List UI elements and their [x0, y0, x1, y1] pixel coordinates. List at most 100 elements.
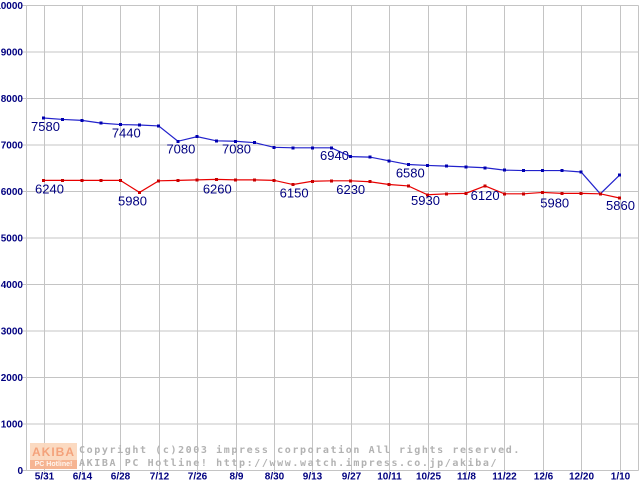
x-tick-label: 11/22	[492, 472, 517, 480]
logo-akiba-text: AKIBA	[30, 443, 77, 460]
data-point-marker	[483, 166, 487, 170]
data-point-marker	[118, 123, 122, 127]
y-tick-label: 5000	[1, 234, 24, 245]
y-tick-label: 4000	[1, 280, 24, 291]
x-tick-label: 8/30	[265, 472, 285, 480]
data-point-marker	[579, 191, 583, 195]
data-point-marker	[61, 117, 65, 121]
copyright-line1: Copyright (c)2003 impress corporation Al…	[79, 445, 521, 456]
x-tick-label: 12/6	[534, 472, 554, 480]
data-point-marker	[195, 135, 199, 139]
data-point-label: 5860	[606, 198, 635, 213]
data-point-marker	[42, 116, 45, 120]
data-point-marker	[483, 184, 487, 188]
y-tick-label: 7000	[1, 141, 24, 152]
data-point-marker	[214, 139, 218, 143]
data-point-marker	[118, 178, 122, 182]
data-point-marker	[253, 141, 257, 145]
data-point-marker	[541, 190, 545, 194]
y-tick-label: 8000	[1, 94, 24, 105]
data-point-label: 6580	[396, 166, 425, 181]
data-point-marker	[80, 118, 84, 122]
data-point-marker	[368, 155, 372, 159]
x-tick-label: 10/25	[416, 472, 441, 480]
y-tick-label: 0	[17, 466, 23, 477]
data-point-marker	[291, 183, 295, 187]
data-point-marker	[99, 121, 103, 125]
data-point-marker	[176, 139, 180, 143]
data-point-label: 6260	[203, 181, 232, 196]
data-point-marker	[464, 165, 468, 169]
y-tick-label: 9000	[1, 48, 24, 59]
data-point-label: 7440	[112, 126, 141, 141]
data-point-marker	[310, 146, 314, 150]
y-tick-label: 3000	[1, 327, 24, 338]
x-tick-label: 9/13	[303, 472, 323, 480]
data-point-marker	[195, 178, 199, 182]
data-point-marker	[138, 123, 141, 127]
data-point-marker	[157, 179, 161, 183]
data-point-marker	[176, 178, 180, 182]
data-point-label: 7580	[31, 119, 60, 134]
x-tick-label: 7/12	[150, 472, 170, 480]
data-point-marker	[272, 178, 276, 182]
data-point-marker	[368, 180, 372, 184]
data-point-marker	[522, 192, 525, 196]
data-point-marker	[426, 193, 429, 197]
data-point-marker	[42, 178, 45, 182]
data-point-marker	[598, 192, 602, 196]
data-point-marker	[502, 192, 506, 196]
data-point-marker	[579, 170, 583, 174]
x-tick-label: 9/27	[342, 472, 362, 480]
data-point-marker	[560, 191, 564, 195]
data-point-marker	[445, 164, 449, 168]
data-point-marker	[445, 192, 449, 196]
data-point-label: 6940	[320, 148, 349, 163]
data-point-marker	[502, 168, 506, 172]
copyright-line2: AKIBA PC Hotline! http://www.watch.impre…	[79, 458, 499, 469]
data-point-label: 5980	[118, 193, 147, 208]
logo-pc-hotline-text: PC Hotline!	[30, 460, 77, 469]
x-tick-label: 6/14	[73, 472, 93, 480]
y-tick-label: 6000	[1, 187, 24, 198]
data-point-label: 5980	[540, 195, 569, 210]
data-point-marker	[618, 173, 621, 177]
data-point-marker	[618, 196, 621, 200]
data-point-label: 6240	[35, 181, 64, 196]
data-point-marker	[157, 124, 161, 128]
akiba-pc-hotline-logo: AKIBA PC Hotline!	[30, 443, 77, 469]
data-labels: 7580 7440 7080 7080 6940 6580 6240 5980 6260 6150…	[31, 119, 635, 213]
data-point-marker	[387, 159, 391, 163]
upper-price-series-blue	[42, 116, 621, 196]
data-point-marker	[214, 177, 218, 181]
x-tick-label: 6/28	[111, 472, 131, 480]
data-point-marker	[291, 146, 295, 150]
data-point-marker	[349, 179, 353, 183]
x-tick-label: 11/8	[457, 472, 476, 480]
x-tick-label: 1/10	[611, 472, 631, 480]
data-point-marker	[234, 139, 237, 143]
data-point-label: 6230	[336, 182, 365, 197]
data-point-marker	[406, 163, 410, 167]
y-tick-label: 1000	[1, 420, 24, 431]
data-point-marker	[464, 191, 468, 195]
data-point-label: 6120	[471, 188, 500, 203]
x-tick-label: 5/31	[35, 472, 55, 480]
x-axis-labels: 5/31 6/14 6/28 7/12 7/26 8/9 8/30 9/13 9/27 10/11…	[35, 472, 631, 480]
data-point-marker	[387, 183, 391, 187]
data-point-marker	[80, 178, 84, 182]
data-point-label: 7080	[222, 141, 251, 156]
data-point-marker	[272, 145, 276, 149]
data-point-label: 5930	[411, 193, 440, 208]
x-tick-label: 12/20	[569, 472, 594, 480]
data-point-label: 7080	[166, 141, 195, 156]
data-point-marker	[330, 179, 333, 183]
lower-price-series-red	[42, 177, 621, 200]
data-point-marker	[560, 169, 564, 173]
data-point-marker	[330, 146, 333, 150]
y-tick-label: 10000	[0, 1, 23, 12]
data-point-marker	[234, 178, 237, 182]
data-point-label: 6150	[280, 186, 309, 201]
data-point-marker	[349, 155, 353, 159]
